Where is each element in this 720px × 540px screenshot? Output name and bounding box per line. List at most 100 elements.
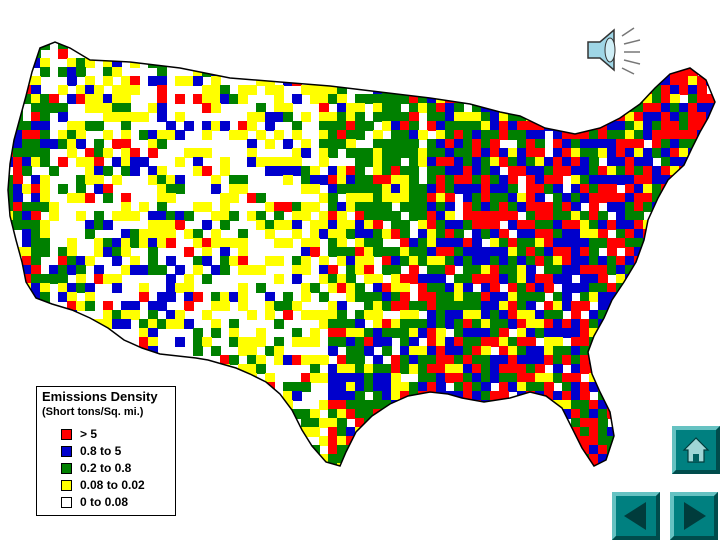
county-cell [598, 310, 608, 320]
county-cell [13, 42, 23, 50]
county-cell [499, 310, 509, 320]
county-cell [391, 436, 401, 446]
forward-button[interactable] [670, 492, 718, 540]
county-cell [67, 94, 77, 104]
county-cell [661, 193, 671, 203]
county-cell [643, 265, 653, 275]
county-cell [22, 310, 32, 320]
county-cell [562, 355, 572, 365]
county-cell [355, 247, 365, 257]
county-cell [85, 193, 95, 203]
county-cell [526, 283, 536, 293]
county-cell [580, 364, 590, 374]
county-cell [463, 355, 473, 365]
county-cell [337, 382, 347, 392]
county-cell [8, 301, 14, 311]
county-cell [427, 346, 437, 356]
county-cell [517, 364, 527, 374]
county-cell [166, 175, 176, 185]
county-cell [580, 337, 590, 347]
county-cell [481, 391, 491, 401]
county-cell [571, 454, 581, 464]
county-cell [76, 85, 86, 95]
county-cell [688, 103, 698, 113]
county-cell [229, 337, 239, 347]
county-cell [274, 274, 284, 284]
county-cell [427, 256, 437, 266]
county-cell [607, 94, 617, 104]
county-cell [58, 67, 68, 77]
county-cell [679, 346, 689, 356]
county-cell [103, 76, 113, 86]
county-cell [31, 319, 41, 329]
county-cell [634, 184, 644, 194]
home-button[interactable] [672, 426, 720, 474]
county-cell [445, 256, 455, 266]
county-cell [472, 94, 482, 104]
county-cell [616, 373, 626, 383]
county-cell [220, 85, 230, 95]
county-cell [517, 193, 527, 203]
county-cell [8, 193, 14, 203]
county-cell [8, 67, 14, 77]
county-cell [472, 346, 482, 356]
county-cell [715, 337, 720, 347]
county-cell [580, 112, 590, 122]
back-button[interactable] [612, 492, 660, 540]
county-cell [67, 265, 77, 275]
county-cell [355, 157, 365, 167]
county-cell [697, 283, 707, 293]
county-cell [580, 400, 590, 410]
county-cell [364, 211, 374, 221]
county-cell [463, 427, 473, 437]
county-cell [436, 310, 446, 320]
county-cell [22, 418, 32, 428]
county-cell [481, 184, 491, 194]
county-cell [382, 454, 392, 464]
county-cell [103, 247, 113, 257]
county-cell [526, 139, 536, 149]
county-cell [40, 58, 50, 68]
county-cell [436, 256, 446, 266]
county-cell [373, 328, 383, 338]
county-cell [238, 391, 248, 401]
county-cell [346, 202, 356, 212]
county-cell [193, 238, 203, 248]
county-cell [130, 256, 140, 266]
county-cell [652, 283, 662, 293]
county-cell [499, 130, 509, 140]
county-cell [490, 319, 500, 329]
county-cell [409, 112, 419, 122]
county-cell [355, 391, 365, 401]
county-cell [427, 121, 437, 131]
county-cell [535, 346, 545, 356]
county-cell [355, 112, 365, 122]
county-cell [391, 49, 401, 59]
county-cell [400, 454, 410, 464]
county-cell [67, 373, 77, 383]
county-cell [526, 238, 536, 248]
county-cell [481, 220, 491, 230]
county-cell [418, 49, 428, 59]
county-cell [652, 445, 662, 455]
county-cell [40, 337, 50, 347]
speaker-icon[interactable] [584, 22, 644, 78]
county-cell [220, 67, 230, 77]
county-cell [526, 292, 536, 302]
county-cell [670, 184, 680, 194]
county-cell [436, 319, 446, 329]
county-cell [706, 220, 715, 230]
county-cell [328, 274, 338, 284]
county-cell [130, 310, 140, 320]
county-cell [472, 355, 482, 365]
county-cell [517, 256, 527, 266]
county-cell [571, 283, 581, 293]
county-cell [355, 184, 365, 194]
county-cell [454, 76, 464, 86]
county-cell [526, 256, 536, 266]
county-cell [535, 319, 545, 329]
county-cell [445, 193, 455, 203]
county-cell [571, 373, 581, 383]
county-cell [238, 121, 248, 131]
county-cell [634, 103, 644, 113]
